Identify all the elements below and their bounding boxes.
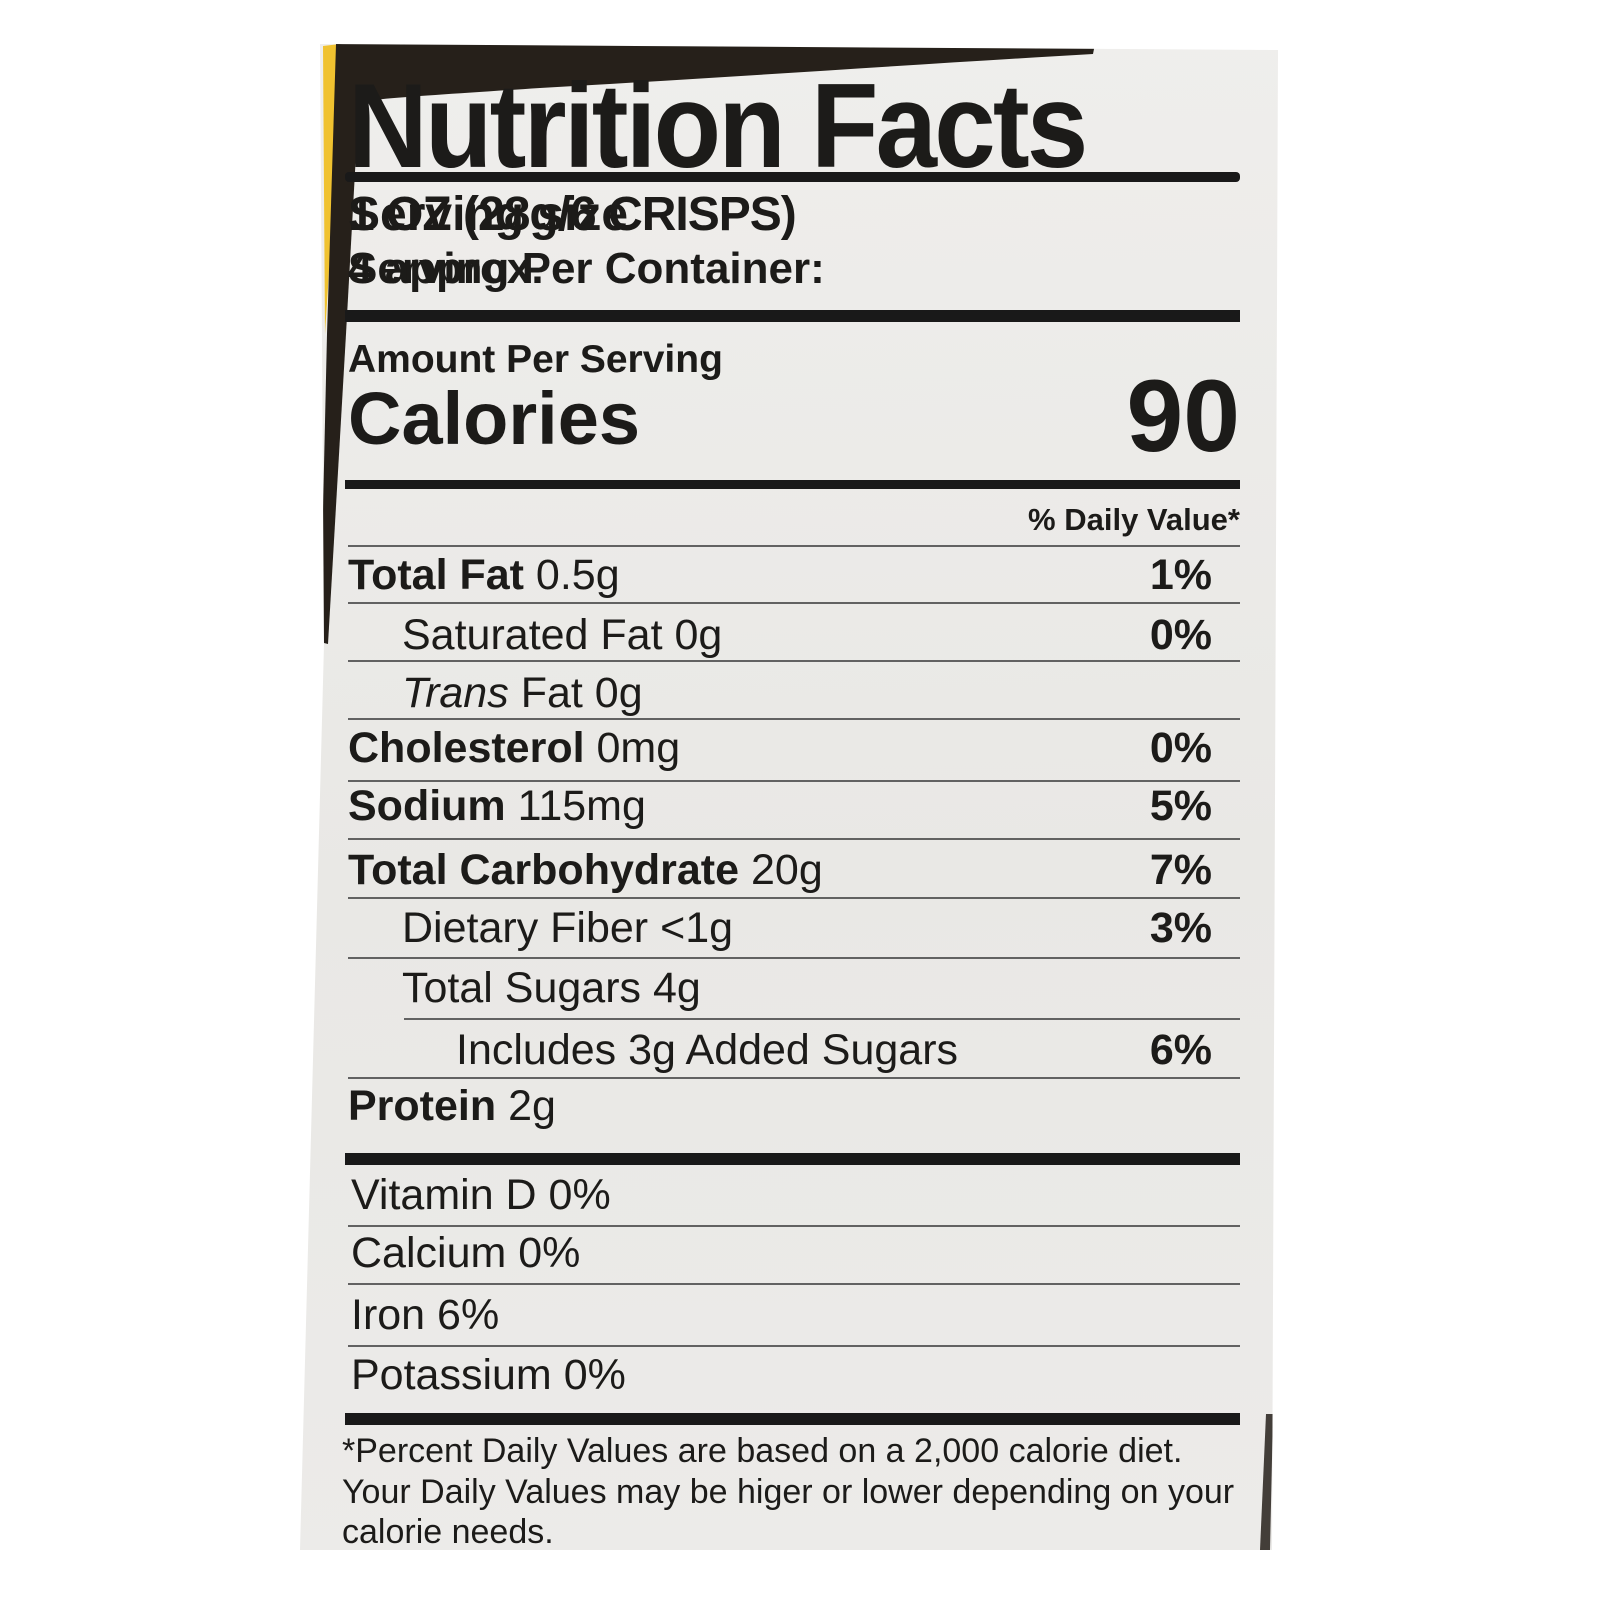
nutrient-row-trans-fat: Trans Fat 0g [348,672,1240,715]
nutrient-dv: 3% [1149,904,1212,952]
divider-hairline [348,957,1240,959]
divider-thick [345,1413,1240,1425]
nutrient-name: Total Fat [348,551,524,599]
nutrient-name: Protein [348,1082,497,1130]
divider-hairline-indented [404,1018,1240,1020]
nutrient-name: Dietary Fiber [402,904,649,952]
footnote-line: calorie needs. [342,1513,554,1551]
nutrient-dv: 0% [1149,724,1212,772]
nutrient-name-italic: Trans [402,669,509,717]
nutrient-name: Total Carbohydrate [348,846,740,894]
calories-value: 90 [1126,359,1240,473]
divider-thick [345,1153,1240,1165]
calories-label: Calories [348,377,641,460]
nutrient-row-sodium: Sodium 115mg 5% [348,785,1240,828]
divider-hairline [348,1077,1240,1079]
divider-hairline [348,780,1240,782]
nutrient-amount: 0g [594,669,643,717]
nutrient-dv: 0% [1149,611,1212,659]
nutrient-name: Total Sugars [402,964,642,1012]
micronutrient-row-potassium: Potassium 0% [351,1351,626,1399]
nutrient-amount: 20g [750,846,823,894]
nutrient-name: Includes 3g Added Sugars [456,1026,959,1074]
title-underline [345,172,1240,182]
nutrient-name: Fat [520,669,583,717]
serving-size-label: Serving size [348,188,629,241]
divider-hairline [348,838,1240,840]
nutrient-name: Saturated Fat [402,611,663,659]
divider-hairline [348,660,1240,662]
label-content: Nutrition Facts Serving size 1 OZ (28g/6… [342,44,1240,1550]
divider-hairline [348,718,1240,720]
nutrient-dv: 5% [1149,782,1212,830]
micronutrient-row-iron: Iron 6% [351,1291,500,1339]
nutrient-dv: 7% [1149,846,1212,894]
servings-per-container-label: Serving Per Container: [348,244,825,293]
serving-size-value: 1 OZ (28g/6 CRISPS) [348,188,797,241]
nutrient-row-protein: Protein 2g [348,1085,1240,1128]
nutrient-amount: 0g [674,611,723,659]
label-title: Nutrition Facts [348,59,1088,193]
nutrient-name: Cholesterol [348,724,585,772]
nutrient-row-total-sugars: Total Sugars 4g [348,967,1240,1010]
nutrient-row-cholesterol: Cholesterol 0mg 0% [348,727,1240,770]
divider-hairline [348,897,1240,899]
nutrient-amount: 4g [652,964,701,1012]
footnote-line: Your Daily Values may be higer or lower … [342,1472,1235,1511]
nutrient-row-dietary-fiber: Dietary Fiber <1g 3% [348,907,1240,950]
divider-hairline [348,545,1240,547]
daily-value-header: % Daily Value* [1028,502,1240,537]
divider-hairline [348,602,1240,604]
nutrient-amount: 0.5g [535,551,620,599]
micronutrient-row-calcium: Calcium 0% [351,1229,581,1277]
nutrient-name: Sodium [348,782,506,830]
nutrient-row-total-carbohydrate: Total Carbohydrate 20g 7% [348,849,1240,892]
divider-hairline [348,1225,1240,1227]
divider-medium [345,480,1240,489]
nutrient-amount: 2g [508,1082,556,1130]
nutrient-row-added-sugars: Includes 3g Added Sugars 6% [348,1029,1240,1072]
package-yellow-wedge [323,44,340,334]
nutrient-dv: 6% [1149,1026,1212,1074]
nutrient-amount: 115mg [517,782,646,830]
amount-per-serving-label: Amount Per Serving [348,338,723,381]
nutrient-amount: 0mg [596,724,681,772]
nutrient-amount: <1g [660,904,734,952]
divider-hairline [348,1345,1240,1347]
daily-value-footnote: *Percent Daily Values are based on a 2,0… [342,1431,1240,1551]
nutrient-row-total-fat: Total Fat 0.5g 1% [348,554,1240,597]
nutrient-row-saturated-fat: Saturated Fat 0g 0% [348,614,1240,657]
micronutrient-row-vitamin-d: Vitamin D 0% [351,1171,611,1219]
servings-per-container-value: 4 approx. [348,244,544,293]
nutrition-label: Nutrition Facts Serving size 1 OZ (28g/6… [300,44,1278,1550]
divider-hairline [348,1283,1240,1285]
footnote-line: *Percent Daily Values are based on a 2,0… [342,1432,1183,1470]
package-dark-right-sliver [1260,1414,1273,1550]
nutrient-dv: 1% [1149,551,1212,599]
divider-medium [345,310,1240,322]
